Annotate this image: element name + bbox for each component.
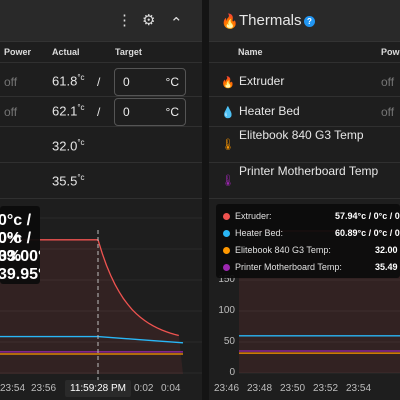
y-tick: 100 [218,305,235,316]
extruder-icon: 🔥 [221,77,235,89]
tooltip-value: 0°c / 0% [0,230,32,265]
collapse-icon[interactable]: ⌃ [170,15,183,32]
thermals-panel: 🔥 Thermals ? Name Powe 🔥 Extruder off 💧 … [209,0,400,400]
column-power: Powe [381,47,400,57]
thermometer-icon: 🌡 [221,139,235,151]
tooltip-row: Elitebook 840 G3 Temp: 32.00 [223,245,398,255]
help-icon[interactable]: ? [304,16,315,27]
tooltip-value: 0°c / 0% [0,212,32,247]
series-dot [223,230,230,237]
column-name: Name [238,47,263,57]
x-tick: 23:54 [0,383,26,394]
x-tick: 23:50 [280,383,306,394]
x-tick: 23:52 [313,383,339,394]
extruder-line [0,239,179,337]
y-tick: 50 [223,336,235,347]
panel-header: ⋮ ⚙ ⌃ [0,0,202,42]
power-value: off [381,75,395,89]
crosshair-time-label: 11:59:28 PM [65,380,131,397]
power-value: off [4,75,18,89]
column-power: Power [4,47,32,57]
y-tick: 0 [229,367,235,378]
x-tick: 0:02 [134,383,154,394]
x-tick: 23:46 [214,383,240,394]
tooltip-row: Extruder:57.94°c / 0°c / 0% [223,211,400,221]
chart-tooltip: 0°c / 0% 0°c / 0% 33.00°c 39.95°c [0,206,40,284]
sensor-name: Printer Motherboard Temp [239,164,379,178]
extruder-area [0,239,183,374]
temperature-chart[interactable] [0,0,202,400]
fire-icon: 🔥 [221,13,239,29]
sensor-name: Extruder [239,74,285,88]
heater-bed-line [0,335,184,344]
temperature-chart[interactable] [209,0,400,400]
target-input[interactable]: 0 °C [114,98,186,126]
column-actual: Actual [52,47,80,57]
heater-bed-icon: 💧 [221,107,235,119]
series-dot [223,213,230,220]
tooltip-value: 33.00°c [0,248,40,265]
power-value: off [4,105,18,119]
gear-icon[interactable]: ⚙ [142,12,156,29]
y-tick: 150 [218,274,235,285]
actual-temp: 62.1°c [52,103,85,119]
panel-title: Thermals [239,12,302,29]
x-tick: 23:56 [31,383,57,394]
x-tick: 0:04 [161,383,181,394]
sensor-name: Heater Bed [239,104,300,118]
chart-tooltip: Extruder:57.94°c / 0°c / 0% Heater Bed:6… [216,204,400,278]
tooltip-row: Printer Motherboard Temp: 35.49 [223,262,398,272]
left-heaters-panel: ⋮ ⚙ ⌃ Power Actual Target off 61.8°c / 0… [0,0,202,400]
power-value: off [381,105,395,119]
target-input[interactable]: 0 °C [114,68,186,96]
thermometer-icon: 🌡 [221,175,235,187]
actual-temp: 32.0°c [52,138,85,154]
panel-header: 🔥 Thermals ? [209,0,400,42]
actual-temp: 35.5°c [52,173,85,189]
series-dot [223,264,230,271]
menu-icon[interactable]: ⋮ [117,12,132,29]
sensor-name: Elitebook 840 G3 Temp [239,128,364,142]
tooltip-row: Heater Bed:60.89°c / 0°c / 0% [223,228,400,238]
column-target: Target [115,47,142,57]
x-tick: 23:54 [346,383,372,394]
tooltip-value: 39.95°c [0,266,40,283]
series-dot [223,247,230,254]
x-tick: 23:48 [247,383,273,394]
actual-temp: 61.8°c [52,73,85,89]
